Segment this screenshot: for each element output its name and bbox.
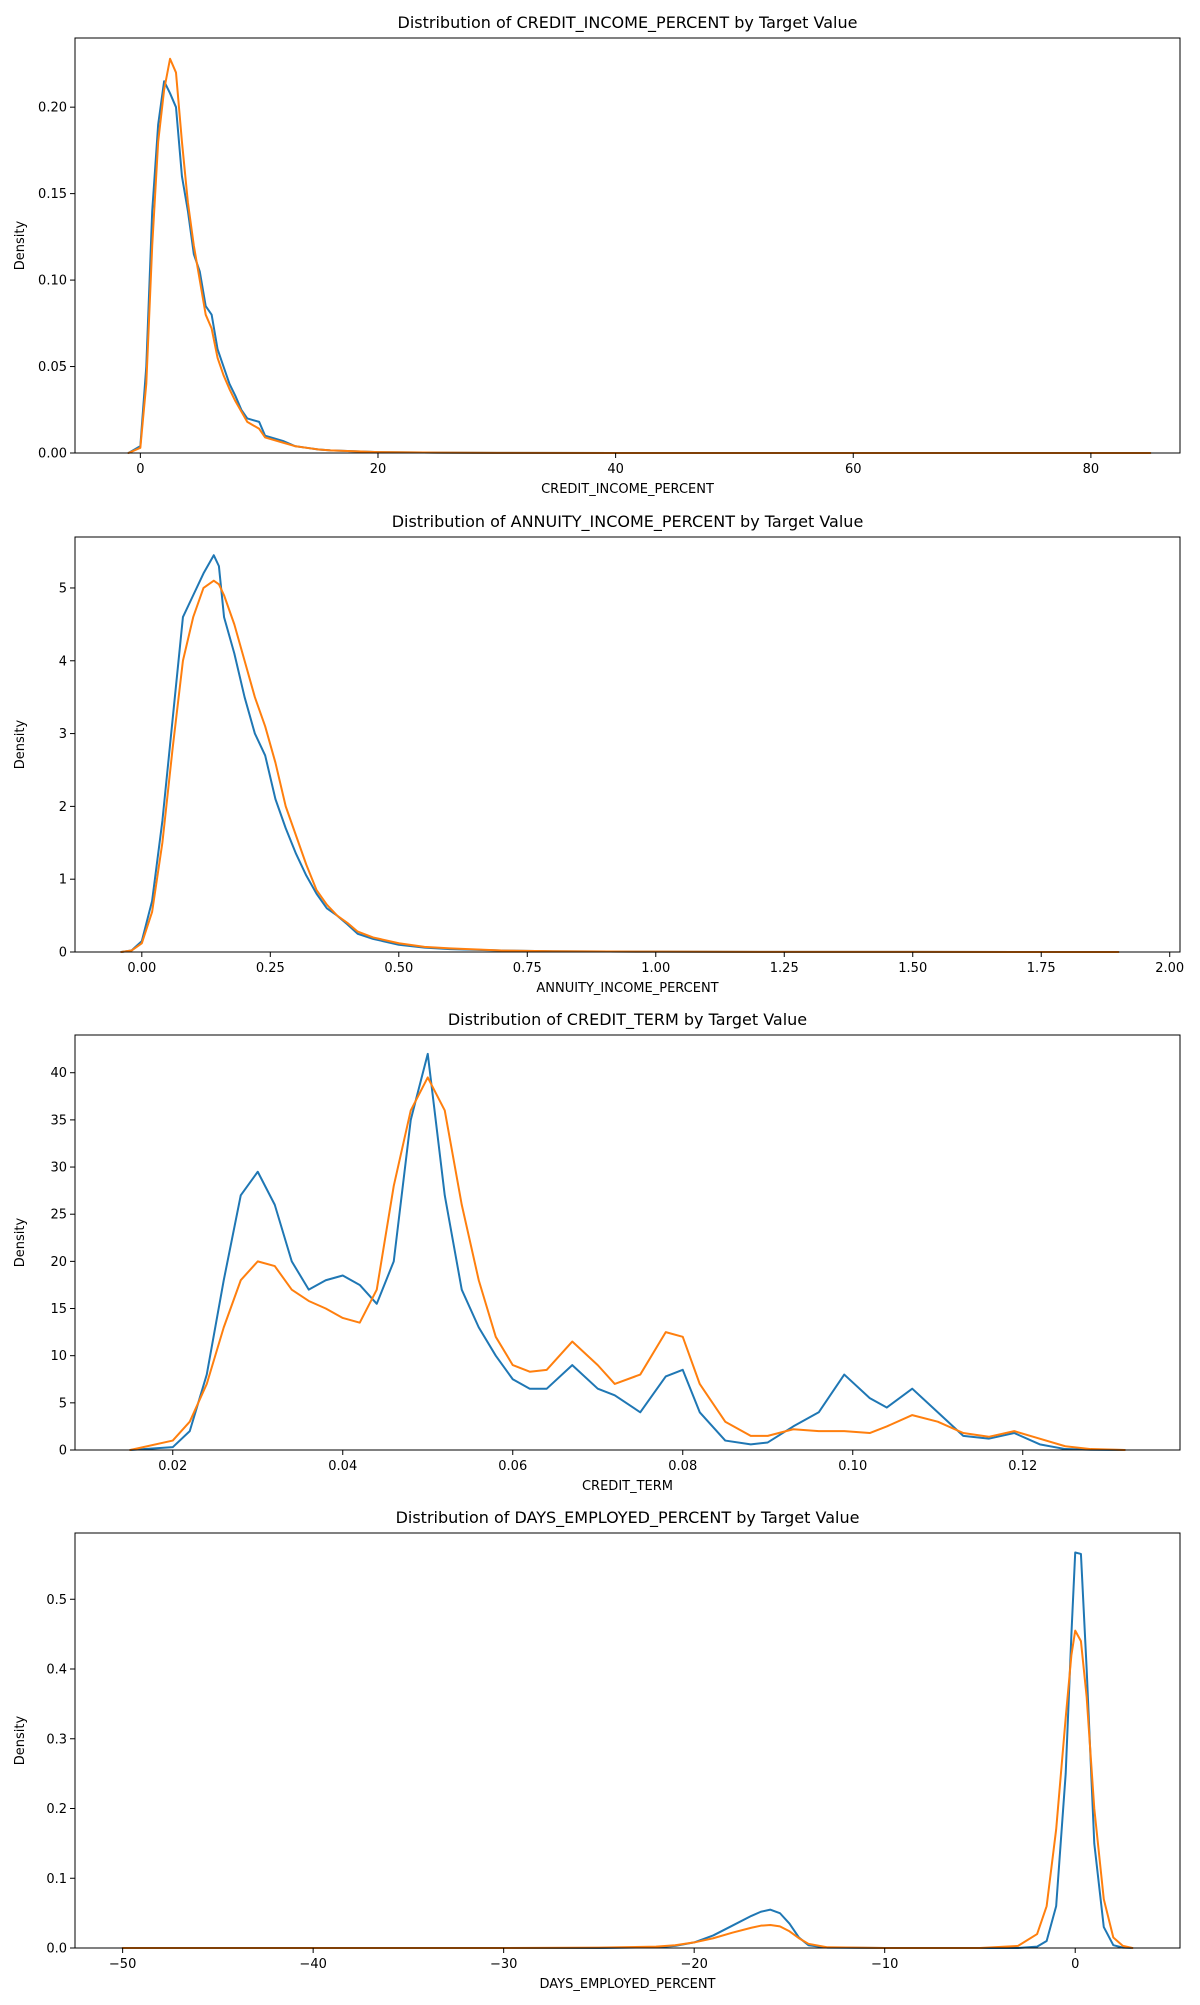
x-tick-label: 0.50 xyxy=(384,961,413,976)
y-tick-label: 15 xyxy=(50,1302,67,1317)
chart-title: Distribution of ANNUITY_INCOME_PERCENT b… xyxy=(392,512,864,532)
axes-frame xyxy=(74,1034,1181,1451)
y-axis-label: Density xyxy=(13,220,28,270)
chart-panel-4: Distribution of DAYS_EMPLOYED_PERCENT by… xyxy=(13,1508,1181,1992)
y-tick-label: 5 xyxy=(59,1396,67,1411)
y-tick-label: 0.20 xyxy=(38,101,67,116)
y-tick-label: 0.2 xyxy=(46,1802,67,1817)
x-tick-label: 2.00 xyxy=(1155,961,1184,976)
x-tick-label: 1.25 xyxy=(770,961,799,976)
y-tick-label: 3 xyxy=(59,727,67,742)
y-tick-label: 0.3 xyxy=(46,1732,67,1747)
y-tick-label: 0.10 xyxy=(38,274,67,289)
chart-panel-2: Distribution of ANNUITY_INCOME_PERCENT b… xyxy=(13,512,1184,996)
x-tick-label: 0 xyxy=(1071,1957,1079,1972)
x-axis-label: CREDIT_TERM xyxy=(582,1479,673,1494)
x-tick-label: 60 xyxy=(845,462,862,477)
y-tick-label: 0 xyxy=(59,1444,67,1459)
y-tick-label: 10 xyxy=(50,1349,67,1364)
x-tick-label: 0.12 xyxy=(1008,1459,1037,1474)
y-tick-label: 0.00 xyxy=(38,447,67,462)
y-tick-label: 0.1 xyxy=(46,1872,67,1887)
y-axis-label: Density xyxy=(13,1715,28,1765)
y-tick-label: 0.15 xyxy=(38,187,67,202)
x-axis-label: CREDIT_INCOME_PERCENT xyxy=(541,482,714,497)
y-tick-label: 2 xyxy=(59,800,67,815)
series-line-target-1 xyxy=(129,1076,1126,1451)
x-tick-label: 0 xyxy=(136,462,144,477)
x-tick-label: 0.75 xyxy=(513,961,542,976)
y-tick-label: 4 xyxy=(59,654,67,669)
x-tick-label: 0.04 xyxy=(328,1459,357,1474)
x-tick-label: 1.50 xyxy=(898,961,927,976)
x-tick-label: 40 xyxy=(607,462,624,477)
y-tick-label: 0.0 xyxy=(46,1942,67,1957)
x-tick-label: 0.06 xyxy=(498,1459,527,1474)
x-tick-label: −50 xyxy=(109,1957,136,1972)
y-tick-label: 25 xyxy=(50,1208,67,1223)
axes-frame xyxy=(74,536,1181,953)
y-tick-label: 0.5 xyxy=(46,1593,67,1608)
x-axis-label: DAYS_EMPLOYED_PERCENT xyxy=(540,1977,716,1992)
x-axis-label: ANNUITY_INCOME_PERCENT xyxy=(536,981,718,996)
y-tick-label: 30 xyxy=(50,1161,67,1176)
chart-title: Distribution of CREDIT_TERM by Target Va… xyxy=(448,1010,807,1030)
chart-panel-3: Distribution of CREDIT_TERM by Target Va… xyxy=(13,1010,1181,1494)
y-tick-label: 1 xyxy=(59,873,67,888)
x-tick-label: 0.10 xyxy=(838,1459,867,1474)
x-tick-label: 20 xyxy=(370,462,387,477)
y-tick-label: 0 xyxy=(59,946,67,961)
y-tick-label: 35 xyxy=(50,1113,67,1128)
x-tick-label: 0.08 xyxy=(668,1459,697,1474)
x-tick-label: −10 xyxy=(871,1957,898,1972)
axes-frame xyxy=(74,1532,1181,1949)
series-line-target-1 xyxy=(127,57,1152,454)
x-tick-label: 0.02 xyxy=(158,1459,187,1474)
x-tick-label: −20 xyxy=(680,1957,707,1972)
y-tick-label: 0.4 xyxy=(46,1663,67,1678)
x-tick-label: 0.25 xyxy=(256,961,285,976)
series-line-target-0 xyxy=(121,1551,1134,1949)
y-tick-label: 20 xyxy=(50,1255,67,1270)
y-tick-label: 5 xyxy=(59,581,67,596)
x-tick-label: 0.00 xyxy=(127,961,156,976)
x-tick-label: 1.75 xyxy=(1027,961,1056,976)
y-axis-label: Density xyxy=(13,1217,28,1267)
chart-title: Distribution of DAYS_EMPLOYED_PERCENT by… xyxy=(396,1508,860,1528)
axes-frame xyxy=(74,37,1181,454)
series-line-target-0 xyxy=(127,80,1152,454)
y-tick-label: 40 xyxy=(50,1066,67,1081)
series-line-target-0 xyxy=(120,554,1120,953)
y-tick-label: 0.05 xyxy=(38,360,67,375)
y-axis-label: Density xyxy=(13,719,28,769)
x-tick-label: 1.00 xyxy=(641,961,670,976)
x-tick-label: −40 xyxy=(299,1957,326,1972)
x-tick-label: 80 xyxy=(1083,462,1100,477)
series-line-target-1 xyxy=(120,579,1120,953)
chart-title: Distribution of CREDIT_INCOME_PERCENT by… xyxy=(398,13,858,33)
series-line-target-0 xyxy=(129,1052,1126,1451)
x-tick-label: −30 xyxy=(490,1957,517,1972)
series-line-target-1 xyxy=(121,1629,1134,1949)
chart-panel-1: Distribution of CREDIT_INCOME_PERCENT by… xyxy=(13,13,1181,497)
